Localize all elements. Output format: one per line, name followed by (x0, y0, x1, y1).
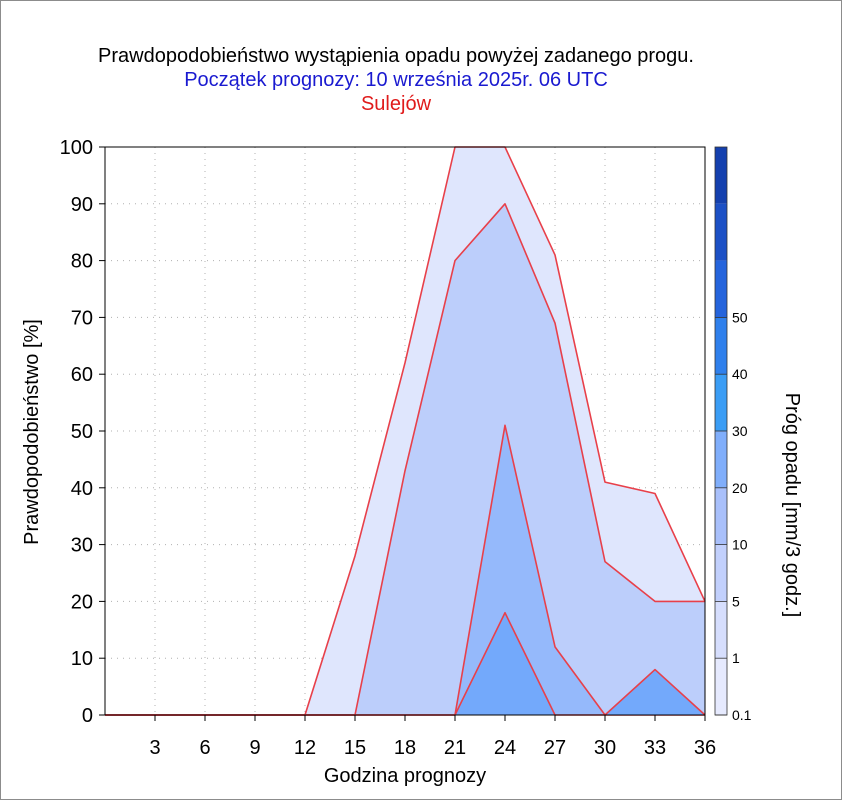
y-tick-label: 70 (71, 307, 93, 329)
y-tick-label: 90 (71, 194, 93, 216)
chart-title: Prawdopodobieństwo wystąpienia opadu pow… (98, 45, 694, 67)
colorbar-segment (715, 487, 727, 545)
area-threshold-10 (105, 612, 705, 715)
colorbar-tick-label: 20 (732, 480, 748, 496)
colorbar-segment (715, 601, 727, 659)
y-tick-label: 50 (71, 421, 93, 443)
x-tick-label: 27 (544, 737, 566, 759)
colorbar-segment (715, 147, 727, 204)
colorbar-tick-label: 5 (732, 593, 740, 609)
x-tick-label: 21 (444, 737, 466, 759)
x-axis-label: Godzina prognozy (324, 765, 486, 787)
y-tick-label: 30 (71, 535, 93, 557)
colorbar-label: Próg opadu [mm/3 godz.] (781, 393, 803, 618)
x-tick-label: 15 (344, 737, 366, 759)
colorbar-segment (715, 260, 727, 318)
x-tick-label: 24 (494, 737, 516, 759)
y-tick-label: 10 (71, 648, 93, 670)
colorbar-tick-label: 50 (732, 309, 748, 325)
x-tick-label: 18 (394, 737, 416, 759)
y-tick-labels: 0 10 20 30 40 50 60 70 80 90 100 (60, 137, 93, 727)
colorbar-tick-label: 0.1 (732, 707, 752, 723)
y-tick-label: 100 (60, 137, 93, 159)
colorbar-tick-label: 30 (732, 423, 748, 439)
colorbar: 0.1 1 5 10 20 30 40 50 (714, 146, 752, 723)
y-tick-label: 80 (71, 251, 93, 273)
colorbar-segment (715, 658, 727, 715)
x-tick-label: 36 (694, 737, 716, 759)
y-tick-label: 60 (71, 364, 93, 386)
area-threshold-1 (105, 203, 705, 716)
colorbar-segment (715, 203, 727, 261)
y-axis-label: Prawdopodobieństwo [%] (21, 319, 43, 545)
colorbar-segment (715, 317, 727, 375)
colorbar-tick-label: 10 (732, 537, 748, 553)
x-tick-labels: 3 6 9 12 15 18 21 24 27 30 33 36 (149, 737, 716, 759)
colorbar-segment (715, 544, 727, 602)
y-tick-label: 0 (82, 705, 93, 727)
colorbar-segment (715, 431, 727, 488)
chart-subtitle: Początek prognozy: 10 września 2025r. 06… (184, 69, 608, 91)
x-tick-label: 9 (249, 737, 260, 759)
axes (99, 146, 706, 721)
x-tick-label: 12 (294, 737, 316, 759)
x-tick-label: 30 (594, 737, 616, 759)
colorbar-segment (715, 374, 727, 431)
y-tick-label: 20 (71, 591, 93, 613)
colorbar-tick-label: 1 (732, 650, 740, 666)
colorbar-tick-label: 40 (732, 366, 748, 382)
location-label: Sulejów (360, 93, 432, 115)
y-tick-label: 40 (71, 478, 93, 500)
x-tick-label: 6 (199, 737, 210, 759)
x-tick-label: 3 (149, 737, 160, 759)
x-tick-label: 33 (644, 737, 666, 759)
